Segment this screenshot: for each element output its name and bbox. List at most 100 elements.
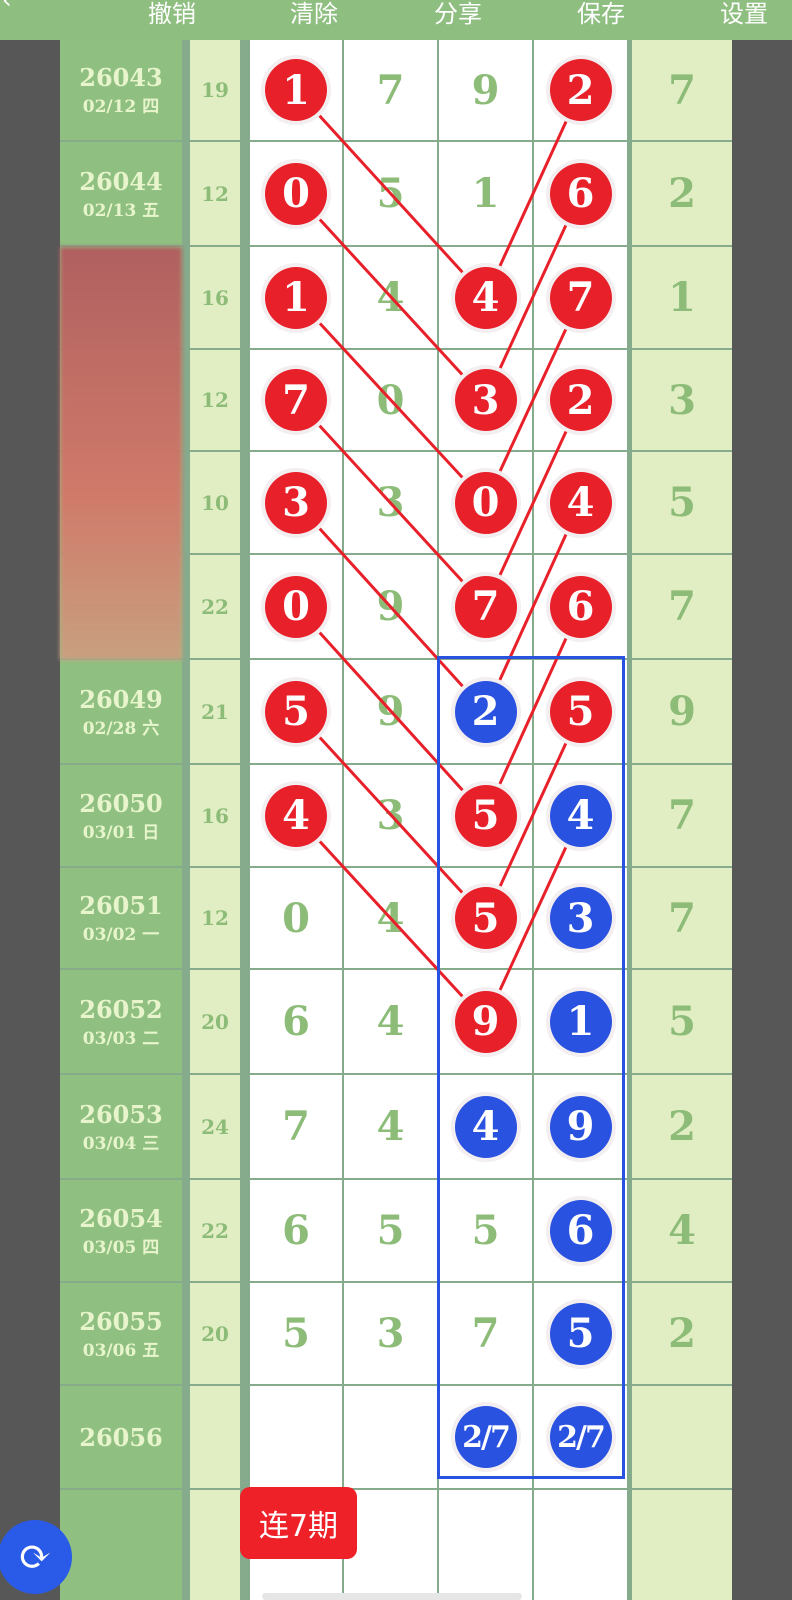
digit: 4 — [376, 274, 405, 321]
issue-number: 26043 — [79, 63, 163, 92]
blue-ball: 2/7 — [454, 1406, 517, 1468]
sum-cell: 19 — [190, 40, 240, 140]
digit: 5 — [471, 1207, 500, 1254]
issue-number: 26049 — [79, 684, 163, 714]
last-cell: 2 — [632, 1075, 732, 1178]
red-ball: 4 — [265, 784, 327, 847]
sum-cell: 12 — [190, 142, 240, 245]
digit-cell[interactable]: 1 — [250, 40, 342, 140]
digit-cell[interactable]: 6 — [534, 142, 627, 245]
issue-cell: 26049 02/28 六 — [60, 660, 182, 763]
sum-cell: 21 — [190, 660, 240, 763]
digit-cell[interactable]: 7 — [439, 1283, 532, 1384]
digit: 3 — [376, 792, 405, 839]
digit-cell[interactable]: 0 — [344, 350, 437, 450]
digit-cell[interactable]: 2 — [534, 40, 627, 140]
share-button[interactable]: 分享 — [434, 0, 482, 28]
issue-date: 03/01 日 — [82, 822, 160, 843]
digit-cell[interactable]: 6 — [534, 555, 627, 658]
digit-cell[interactable]: 1 — [439, 142, 532, 245]
scrollbar[interactable] — [262, 1593, 522, 1600]
digit-cell[interactable]: 7 — [344, 40, 437, 140]
red-ball: 4 — [454, 266, 517, 329]
digit-cell[interactable]: 3 — [344, 452, 437, 553]
streak-badge: 连7期 — [240, 1487, 357, 1559]
red-ball: 3 — [454, 369, 517, 431]
digit-cell[interactable]: 4 — [250, 765, 342, 866]
sum-cell: 12 — [190, 350, 240, 450]
digit-cell[interactable]: 3 — [439, 350, 532, 450]
digit-cell[interactable]: 4 — [534, 452, 627, 553]
digit: 9 — [376, 688, 405, 735]
digit-cell[interactable] — [344, 1490, 437, 1600]
digit-cell[interactable] — [250, 1386, 342, 1488]
issue-date: 02/12 四 — [82, 97, 160, 117]
blue-ball: 5 — [549, 1302, 612, 1365]
issue-number: 26053 — [79, 1099, 163, 1129]
digit-cell[interactable]: 6 — [250, 970, 342, 1073]
digit-cell[interactable]: 7 — [439, 555, 532, 658]
digit-cell[interactable] — [344, 1386, 437, 1488]
digit-cell[interactable]: 9 — [344, 555, 437, 658]
digit-cell[interactable]: 2/7 — [439, 1386, 532, 1488]
blue-ball: 4 — [454, 1095, 517, 1158]
digit: 0 — [282, 894, 310, 942]
digit-cell[interactable]: 7 — [250, 1075, 342, 1178]
digit-cell[interactable] — [439, 1490, 532, 1600]
digit-cell[interactable]: 9 — [344, 660, 437, 763]
digit: 7 — [282, 1103, 310, 1150]
digit-cell[interactable]: 6 — [250, 1180, 342, 1281]
digit-cell[interactable]: 7 — [534, 247, 627, 348]
digit: 7 — [471, 1310, 500, 1357]
digit-cell[interactable]: 3 — [344, 1283, 437, 1384]
refresh-icon: ⟳ — [18, 1534, 52, 1580]
digit-cell[interactable]: 1 — [250, 247, 342, 348]
settings-button[interactable]: 设置 — [720, 0, 768, 28]
digit-cell[interactable]: 5 — [344, 142, 437, 245]
digit-cell[interactable]: 5 — [439, 1180, 532, 1281]
digit-cell[interactable]: 2/7 — [534, 1386, 627, 1488]
digit: 7 — [376, 66, 405, 114]
top-toolbar: ‹ 撤销 清除 分享 保存 设置 — [0, 0, 792, 40]
digit-cell[interactable]: 4 — [344, 1075, 437, 1178]
digit-cell[interactable]: 0 — [250, 555, 342, 658]
digit: 3 — [376, 1310, 405, 1357]
digit-cell[interactable]: 5 — [534, 1283, 627, 1384]
digit-cell[interactable]: 7 — [250, 350, 342, 450]
red-ball: 7 — [454, 575, 517, 638]
issue-number: 26050 — [79, 788, 163, 818]
digit-cell[interactable]: 3 — [250, 452, 342, 553]
red-ball: 2 — [549, 369, 612, 431]
digit-cell[interactable]: 0 — [439, 452, 532, 553]
digit-cell[interactable]: 0 — [250, 868, 342, 968]
undo-button[interactable]: 撤销 — [148, 0, 196, 28]
digit-cell[interactable]: 9 — [439, 40, 532, 140]
digit: 0 — [376, 376, 405, 424]
digit-cell[interactable]: 3 — [344, 765, 437, 866]
clear-button[interactable]: 清除 — [290, 0, 338, 28]
blue-ball: 6 — [549, 1199, 612, 1262]
digit-cell[interactable]: 4 — [344, 247, 437, 348]
digit-cell[interactable] — [534, 1490, 627, 1600]
digit-cell[interactable]: 5 — [250, 1283, 342, 1384]
issue-cell: 26050 03/01 日 — [60, 765, 182, 866]
save-button[interactable]: 保存 — [577, 0, 625, 28]
digit-cell[interactable]: 4 — [344, 970, 437, 1073]
last-cell: 2 — [632, 1283, 732, 1384]
back-icon[interactable]: ‹ — [2, 0, 12, 14]
digit-cell[interactable]: 9 — [534, 1075, 627, 1178]
digit-cell[interactable]: 0 — [250, 142, 342, 245]
refresh-button[interactable]: ⟳ — [0, 1520, 72, 1594]
digit: 4 — [376, 1103, 405, 1150]
digit-cell[interactable]: 4 — [344, 868, 437, 968]
digit-cell[interactable]: 4 — [439, 247, 532, 348]
issue-cell: 26053 03/04 三 — [60, 1075, 182, 1178]
digit-cell[interactable]: 5 — [250, 660, 342, 763]
digit: 5 — [376, 1207, 405, 1254]
digit-cell[interactable]: 5 — [344, 1180, 437, 1281]
digit-cell[interactable]: 4 — [439, 1075, 532, 1178]
issue-number: 26051 — [79, 891, 163, 920]
digit-cell[interactable]: 2 — [534, 350, 627, 450]
digit-cell[interactable]: 6 — [534, 1180, 627, 1281]
last-cell: 2 — [632, 142, 732, 245]
